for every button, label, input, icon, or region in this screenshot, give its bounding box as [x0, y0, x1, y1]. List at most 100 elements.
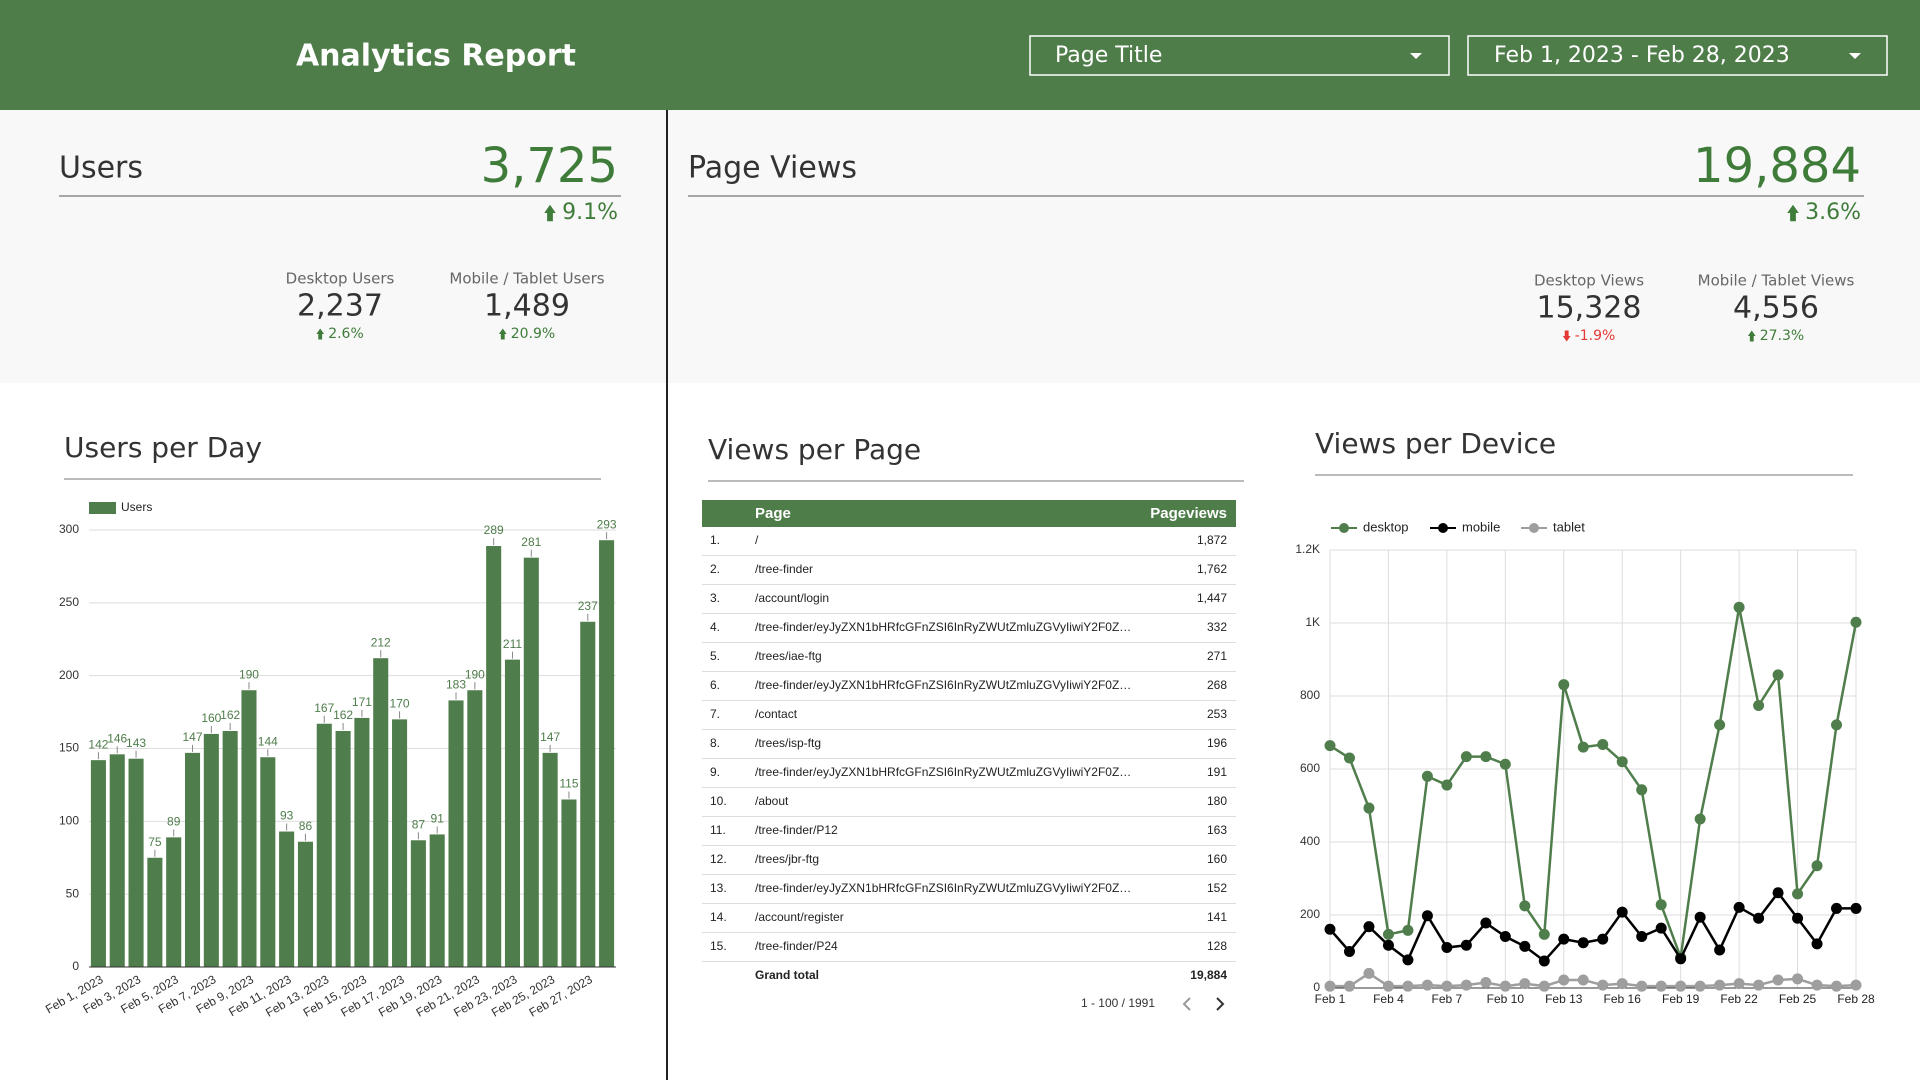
prev-page[interactable] [1182, 997, 1191, 1011]
y-tick-label: 200 [59, 668, 79, 682]
data-label: 160 [201, 711, 221, 725]
legend-label: desktop [1363, 519, 1409, 534]
row-number: 8. [710, 736, 720, 750]
change-value: 9.1% [562, 200, 618, 225]
bar [222, 731, 238, 967]
row-number: 10. [710, 794, 727, 808]
data-point [1792, 888, 1804, 900]
pageviews: 1,447 [1197, 591, 1227, 605]
pageviews: 163 [1207, 823, 1227, 837]
data-point [1811, 938, 1823, 950]
data-point [1499, 758, 1511, 770]
data-point [1655, 899, 1667, 911]
row-number: 13. [710, 881, 727, 895]
data-label: 89 [167, 815, 181, 829]
data-point [1499, 980, 1511, 992]
page-path: /tree-finder/eyJyZXN1bHRfcGFnZSI6InRyZWU… [755, 881, 1131, 895]
data-point [1733, 901, 1745, 913]
data-point [1792, 973, 1804, 985]
legend-dot [1339, 523, 1349, 533]
data-point [1402, 954, 1414, 966]
dropdown-arrow[interactable] [1410, 53, 1422, 59]
series-line [1329, 607, 1858, 958]
kpi-sub-value: 15,328 [1537, 291, 1642, 326]
data-point [1324, 980, 1336, 992]
date-filter-label[interactable]: Feb 1, 2023 - Feb 28, 2023 [1494, 43, 1790, 68]
x-tick-label: Feb 10 [1487, 992, 1525, 1006]
data-label: 87 [412, 817, 426, 831]
total-value: 19,884 [1190, 968, 1227, 982]
report-title: Analytics Report [296, 39, 576, 74]
data-point [1714, 944, 1726, 956]
data-point [1538, 928, 1550, 940]
data-point [1460, 979, 1472, 991]
data-point [1577, 937, 1589, 949]
data-label: 93 [280, 809, 294, 823]
bar [429, 834, 445, 967]
column-header: Page [755, 505, 791, 522]
data-point [1480, 751, 1492, 763]
data-point [1616, 756, 1628, 768]
data-point [1811, 979, 1823, 991]
bar [486, 546, 502, 967]
data-point [1421, 910, 1433, 922]
data-point [1324, 740, 1336, 752]
row-number: 6. [710, 678, 720, 692]
data-label: 147 [183, 730, 203, 744]
x-tick-label: Feb 7 [1432, 992, 1463, 1006]
y-tick-label: 800 [1300, 688, 1320, 702]
data-point [1441, 980, 1453, 992]
bar [448, 700, 464, 967]
x-tick-label: Feb 4 [1373, 992, 1404, 1006]
data-point [1577, 974, 1589, 986]
bar [335, 731, 351, 967]
legend-dot [1438, 523, 1448, 533]
dropdown-arrow[interactable] [1849, 53, 1861, 59]
kpi-label: Users [59, 151, 143, 186]
bar [410, 840, 426, 967]
page-path: /trees/iae-ftg [755, 649, 822, 663]
data-point [1753, 699, 1765, 711]
y-tick-label: 600 [1300, 761, 1320, 775]
date-filter[interactable] [1467, 35, 1888, 76]
data-point [1460, 751, 1472, 763]
data-label: 183 [446, 678, 466, 692]
data-label: 143 [126, 736, 146, 750]
page-filter[interactable] [1029, 35, 1450, 76]
data-point [1538, 980, 1550, 992]
data-point [1597, 933, 1609, 945]
data-point [1441, 779, 1453, 791]
data-point [1558, 679, 1570, 691]
change-arrow [316, 328, 325, 340]
data-point [1363, 967, 1375, 979]
data-point [1382, 980, 1394, 992]
kpi-sub-label: Desktop Users [286, 270, 395, 288]
kpi-panel [0, 110, 1920, 383]
data-label: 91 [431, 812, 445, 826]
data-point [1402, 980, 1414, 992]
row-number: 9. [710, 765, 720, 779]
data-point [1675, 953, 1687, 965]
legend-label: tablet [1553, 519, 1585, 534]
kpi-sub-value: 4,556 [1733, 291, 1819, 326]
row-number: 1. [710, 533, 720, 547]
data-label: 147 [540, 730, 560, 744]
row-number: 4. [710, 620, 720, 634]
change-arrow [1562, 330, 1571, 342]
data-point [1831, 980, 1843, 992]
page-filter-label[interactable]: Page Title [1055, 43, 1162, 68]
next-page[interactable] [1216, 997, 1225, 1011]
data-label: 281 [521, 535, 541, 549]
data-label: 146 [107, 731, 127, 745]
bar [580, 621, 596, 967]
y-tick-label: 400 [1300, 834, 1320, 848]
y-tick-label: 1.2K [1295, 542, 1320, 556]
y-tick-label: 0 [1313, 980, 1320, 994]
page-path: /contact [755, 707, 798, 721]
data-point [1772, 669, 1784, 681]
y-tick-label: 50 [66, 886, 80, 900]
bar [467, 690, 483, 967]
bar [523, 557, 539, 967]
data-point [1363, 921, 1375, 933]
